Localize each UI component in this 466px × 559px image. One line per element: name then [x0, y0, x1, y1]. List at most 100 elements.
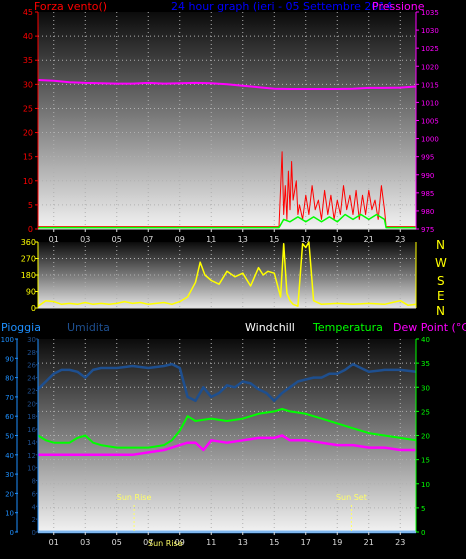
rain-y-tick-label: 10: [5, 510, 14, 518]
humidity-y-tick-label: 4: [32, 503, 37, 511]
temp-y-tick-label: 0: [421, 529, 425, 537]
wind-pressure-x-tick-label: 17: [301, 235, 311, 244]
dewpoint-legend: Dew Point (°C): [393, 321, 466, 334]
rain-y-tick-label: 100: [1, 336, 14, 344]
windchill-legend: Windchill: [245, 321, 295, 334]
direction-y-tick-label: 90: [26, 288, 36, 297]
compass-n-bottom: N: [436, 304, 445, 318]
wind-y-tick-label: 20: [23, 129, 33, 138]
humidity-y-tick-label: 22: [27, 387, 36, 395]
temp-y-tick-label: 5: [421, 505, 425, 513]
wind-pressure-plot-area: [38, 12, 416, 229]
wind-y-tick-label: 25: [23, 104, 33, 113]
humidity-y-tick-label: 16: [27, 426, 36, 434]
humidity-y-tick-label: 10: [27, 465, 36, 473]
wind-speed-line: [38, 151, 416, 228]
pressure-y-tick-label: 1030: [421, 27, 439, 35]
temperature-x-tick-label: 19: [332, 538, 342, 547]
humidity-y-tick-label: 6: [32, 490, 37, 498]
wind-pressure-x-tick-label: 07: [143, 235, 153, 244]
temp-y-tick-label: 35: [421, 360, 430, 368]
wind-pressure-x-tick-label: 05: [112, 235, 122, 244]
wind-axis-title: Forza vento(): [34, 0, 107, 13]
pressure-y-tick-label: 985: [421, 190, 434, 198]
humidity-y-tick-label: 14: [27, 439, 36, 447]
temperature-x-tick-label: 15: [269, 538, 279, 547]
pressure-y-tick-label: 1005: [421, 118, 439, 126]
wind-y-tick-label: 45: [23, 8, 33, 17]
temperature-x-tick-label: 03: [80, 538, 90, 547]
pressure-axis-title: Pressione: [372, 0, 425, 13]
pressure-y-tick-label: 1000: [421, 136, 439, 144]
wind-y-tick-label: 15: [23, 153, 33, 162]
temperature-x-tick-label: 23: [395, 538, 405, 547]
temperature-x-tick-label: 07: [143, 538, 153, 547]
wind-pressure-grid: [38, 12, 416, 229]
pressure-y-tick-label: 990: [421, 172, 434, 180]
rain-y-tick-label: 50: [5, 433, 14, 441]
direction-y-tick-label: 180: [21, 271, 36, 280]
temperature-x-tick-label: 01: [49, 538, 59, 547]
rain-y-tick-label: 60: [5, 413, 14, 421]
wind-direction-plot-area: [38, 242, 416, 308]
axes: 0510152025303540459759809859909951000100…: [1, 8, 439, 547]
temp-y-tick-label: 30: [421, 384, 430, 392]
humidity-axis-title: Umidita: [67, 321, 110, 334]
humidity-y-tick-label: 28: [27, 349, 36, 357]
temp-y-tick-label: 15: [421, 457, 430, 465]
pressure-y-tick-label: 1025: [421, 45, 439, 53]
temperature-legend: Temperatura: [312, 321, 383, 334]
pressure-y-tick-label: 1020: [421, 63, 439, 71]
pressure-y-tick-label: 1035: [421, 9, 439, 17]
wind-y-tick-label: 35: [23, 56, 33, 65]
temperature-x-tick-label: 05: [112, 538, 122, 547]
pressure-line: [37, 79, 417, 90]
humidity-y-tick-label: 20: [27, 400, 36, 408]
wind-pressure-x-tick-label: 11: [206, 235, 216, 244]
temperature-x-tick-label: 17: [301, 538, 311, 547]
humidity-y-tick-label: 26: [27, 362, 36, 370]
rain-y-tick-label: 80: [5, 375, 14, 383]
temp-y-tick-label: 40: [421, 336, 430, 344]
temperature-x-tick-label: 11: [206, 538, 216, 547]
compass-w: W: [435, 256, 447, 270]
humidity-y-tick-label: 8: [32, 478, 36, 486]
wind-y-tick-label: 40: [23, 32, 33, 41]
direction-y-tick-label: 360: [21, 238, 36, 247]
sunset-label: Sun Set: [336, 493, 367, 502]
rain-y-tick-label: 70: [5, 394, 14, 402]
rain-axis-title: Pioggia: [1, 321, 41, 334]
wind-y-tick-label: 0: [28, 225, 33, 234]
wind-direction-line: [37, 241, 417, 307]
temp-y-tick-label: 25: [421, 408, 430, 416]
rain-y-tick-label: 0: [10, 529, 14, 537]
wind-pressure-x-tick-label: 15: [269, 235, 279, 244]
wind-direction-series: [37, 241, 417, 307]
wind-pressure-x-tick-label: 09: [175, 235, 185, 244]
chart-title: 24 hour graph (ieri - 05 Settembre 2014: [171, 0, 392, 13]
wind-average-line: [38, 213, 416, 229]
pressure-y-tick-label: 1010: [421, 99, 439, 107]
humidity-y-tick-label: 12: [27, 452, 36, 460]
sunrise-label: Sun Rise: [117, 493, 152, 502]
temp-y-tick-label: 10: [421, 481, 430, 489]
wind-y-tick-label: 30: [23, 80, 33, 89]
wind-pressure-series: [37, 79, 417, 229]
wind-pressure-x-tick-label: 19: [332, 235, 342, 244]
humidity-line: [37, 362, 417, 403]
temp-y-tick-label: 20: [421, 433, 430, 441]
compass-s: S: [437, 274, 445, 288]
direction-y-tick-label: 0: [31, 304, 36, 313]
sun-annotations: Sun Rise Sun Set: [117, 493, 367, 532]
wind-pressure-x-tick-label: 21: [364, 235, 374, 244]
rain-y-tick-label: 30: [5, 471, 14, 479]
wind-y-tick-label: 5: [28, 201, 33, 210]
sunrise-bottom-label: Sun Rise: [148, 539, 183, 548]
pressure-y-tick-label: 1015: [421, 81, 439, 89]
temperature-x-tick-label: 13: [238, 538, 248, 547]
humidity-y-tick-label: 24: [27, 375, 36, 383]
temperature-line: [37, 408, 417, 449]
humidity-y-tick-label: 2: [32, 516, 36, 524]
